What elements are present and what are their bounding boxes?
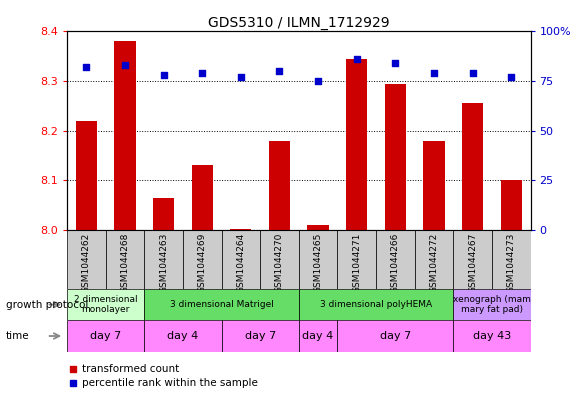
Bar (144, 230, 183, 289)
Bar (338, 230, 376, 289)
Bar (222, 320, 298, 352)
Text: GSM1044267: GSM1044267 (468, 233, 477, 293)
Bar (76, 121, 97, 230)
Bar (269, 141, 290, 230)
Bar (153, 198, 174, 230)
Text: day 4: day 4 (303, 331, 333, 341)
Bar (492, 230, 531, 289)
Text: xenograph (mam
mary fat pad): xenograph (mam mary fat pad) (453, 295, 531, 314)
Bar (67, 289, 144, 320)
Bar (415, 230, 453, 289)
Text: 3 dimensional Matrigel: 3 dimensional Matrigel (170, 300, 273, 309)
Text: percentile rank within the sample: percentile rank within the sample (82, 378, 258, 388)
Bar (298, 289, 453, 320)
Text: GSM1044265: GSM1044265 (314, 233, 322, 293)
Text: day 43: day 43 (473, 331, 511, 341)
Point (352, 56, 361, 62)
Point (275, 68, 284, 74)
Text: GSM1044273: GSM1044273 (507, 233, 516, 293)
Point (159, 72, 168, 78)
Bar (298, 320, 338, 352)
Point (314, 78, 323, 84)
Text: GSM1044269: GSM1044269 (198, 233, 207, 293)
Text: 2 dimensional
monolayer: 2 dimensional monolayer (74, 295, 138, 314)
Bar (114, 41, 136, 230)
Point (391, 60, 400, 66)
Text: GSM1044272: GSM1044272 (430, 233, 438, 293)
Bar (454, 289, 531, 320)
Point (236, 74, 245, 80)
Bar (385, 84, 406, 230)
Text: growth protocol: growth protocol (6, 299, 88, 310)
Bar (106, 230, 144, 289)
Bar (501, 180, 522, 230)
Text: day 7: day 7 (244, 331, 276, 341)
Point (82, 64, 91, 70)
Bar (454, 230, 492, 289)
Bar (183, 230, 222, 289)
Text: day 4: day 4 (167, 331, 199, 341)
Bar (144, 320, 222, 352)
Point (468, 70, 477, 76)
Bar (260, 230, 298, 289)
Point (120, 62, 129, 68)
Point (198, 70, 207, 76)
Text: GSM1044263: GSM1044263 (159, 233, 168, 293)
Bar (192, 165, 213, 230)
Text: GSM1044270: GSM1044270 (275, 233, 284, 293)
Bar (338, 320, 454, 352)
Bar (376, 230, 415, 289)
Bar (454, 320, 531, 352)
Text: GSM1044268: GSM1044268 (121, 233, 129, 293)
Point (429, 70, 438, 76)
Text: GSM1044266: GSM1044266 (391, 233, 400, 293)
Text: time: time (6, 331, 30, 341)
Text: day 7: day 7 (90, 331, 121, 341)
Text: day 7: day 7 (380, 331, 411, 341)
Text: 3 dimensional polyHEMA: 3 dimensional polyHEMA (320, 300, 432, 309)
Bar (230, 229, 251, 230)
Text: GSM1044264: GSM1044264 (236, 233, 245, 293)
Text: transformed count: transformed count (82, 364, 179, 374)
Title: GDS5310 / ILMN_1712929: GDS5310 / ILMN_1712929 (208, 17, 389, 30)
Bar (346, 59, 367, 230)
Bar (298, 230, 338, 289)
Bar (222, 230, 260, 289)
Point (507, 74, 516, 80)
Bar (462, 103, 483, 230)
Bar (423, 141, 445, 230)
Text: GSM1044271: GSM1044271 (352, 233, 361, 293)
Bar (67, 230, 106, 289)
Bar (67, 320, 144, 352)
Text: GSM1044262: GSM1044262 (82, 233, 91, 293)
Bar (144, 289, 298, 320)
Bar (307, 225, 329, 230)
